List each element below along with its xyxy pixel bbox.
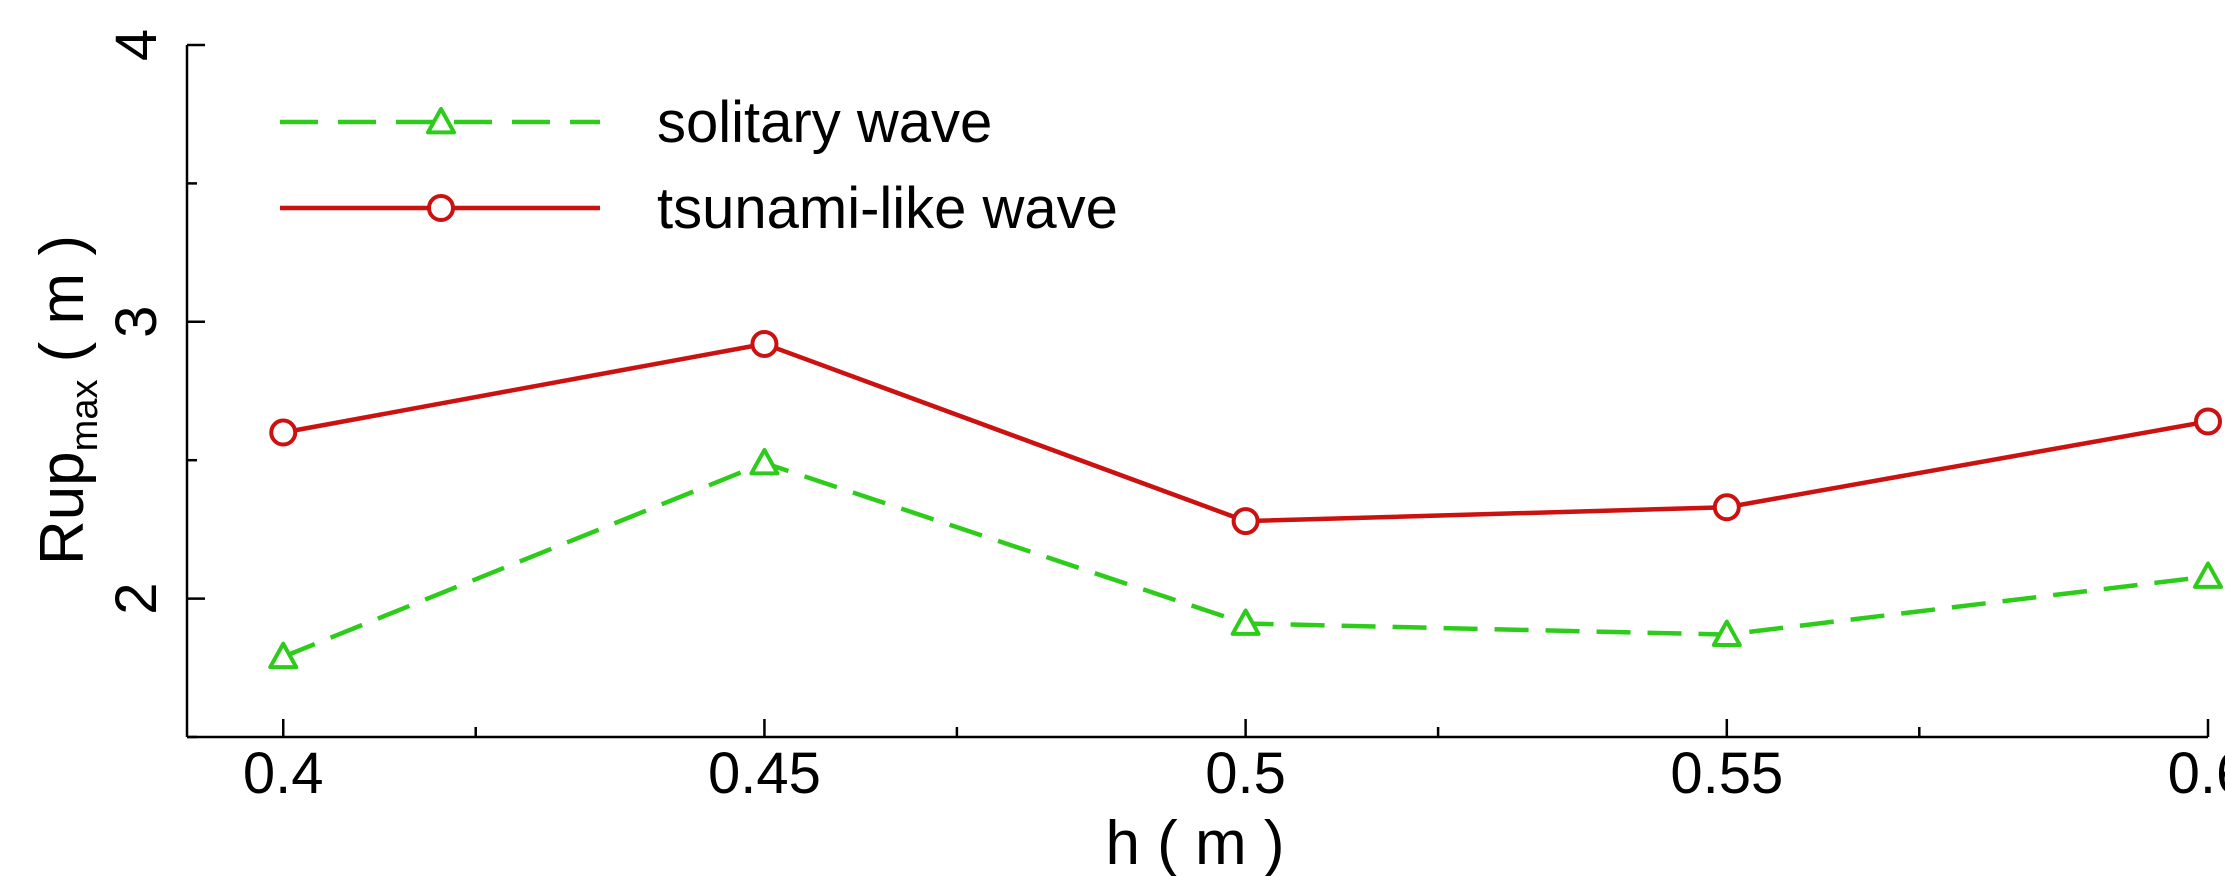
data-point [2193, 561, 2223, 589]
legend: solitary wave tsunami-like wave [280, 90, 1118, 241]
data-point [1712, 493, 1741, 522]
legend-marker [426, 107, 456, 135]
series-line [282, 341, 2209, 524]
y-tick-label: 4 [104, 29, 169, 61]
series-solitary-wave [268, 447, 2223, 670]
data-point [1231, 507, 1260, 536]
data-point [749, 447, 780, 476]
data-point [2194, 407, 2222, 436]
y-tick-label: 3 [104, 306, 169, 338]
x-tick-label: 0.4 [243, 741, 324, 806]
axes: 0.4 0.45 0.5 0.55 0.6 2 3 4 [104, 29, 2225, 806]
y-axis-title: Rupmax ( m ) [28, 235, 106, 565]
legend-label: tsunami-like wave [657, 176, 1118, 241]
series-group [268, 329, 2223, 670]
y-axis-title-unit: ( m ) [28, 235, 97, 380]
data-point [1711, 619, 1742, 647]
x-tick-label: 0.45 [708, 741, 821, 806]
y-axis-title-subscript: max [64, 380, 106, 452]
x-tick-label: 0.5 [1205, 741, 1286, 806]
y-tick-label: 2 [104, 582, 169, 614]
x-tick-label: 0.55 [1670, 741, 1783, 806]
y-axis-title-main: Rup [28, 451, 97, 565]
x-axis-title: h ( m ) [1105, 809, 1284, 876]
data-point [269, 418, 298, 447]
series-tsunami-like-wave [269, 329, 2222, 536]
legend-label: solitary wave [657, 90, 992, 155]
data-point [750, 329, 779, 358]
svg-text:Rupmax ( m ): Rupmax ( m ) [28, 235, 106, 565]
x-tick-label: 0.6 [2168, 741, 2225, 806]
data-point [268, 641, 299, 670]
data-point [1230, 608, 1261, 636]
legend-marker [427, 194, 455, 222]
